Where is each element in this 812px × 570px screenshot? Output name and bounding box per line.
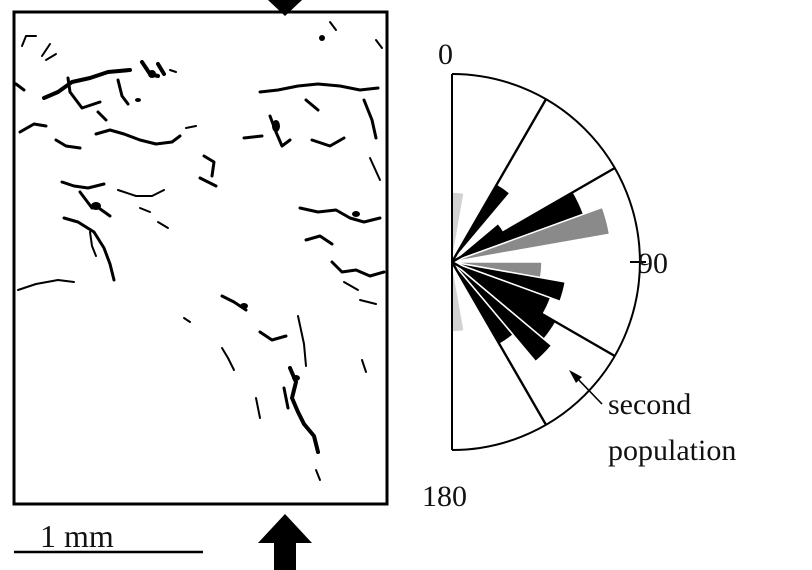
annotation-line2: population xyxy=(608,434,736,467)
rose-label-180: 180 xyxy=(422,480,467,513)
annotation-arrowhead xyxy=(569,370,582,383)
compression-arrow-bottom xyxy=(258,514,312,570)
scale-bar: 1 mm xyxy=(14,518,203,554)
scale-bar-label: 1 mm xyxy=(40,518,114,554)
compression-arrow-top xyxy=(268,0,302,16)
annotation-arrow-shaft xyxy=(574,375,603,405)
rose-petal-4 xyxy=(451,206,611,263)
crack-blobs xyxy=(91,35,360,381)
rose-spoke-150 xyxy=(450,261,548,426)
second-population-annotation: second population xyxy=(569,370,736,467)
rose-diagram xyxy=(450,73,646,451)
annotation-line1: second xyxy=(608,388,691,421)
sample-frame xyxy=(12,10,389,506)
rose-label-0: 0 xyxy=(438,38,453,71)
rose-spoke-60 xyxy=(451,166,616,264)
rose-petal-9 xyxy=(451,261,553,363)
rose-spoke-30 xyxy=(450,98,548,263)
crack-map-panel: 1 mm xyxy=(12,0,389,570)
rose-label-90: 90 xyxy=(638,247,668,280)
rose-spoke-120 xyxy=(451,260,616,358)
